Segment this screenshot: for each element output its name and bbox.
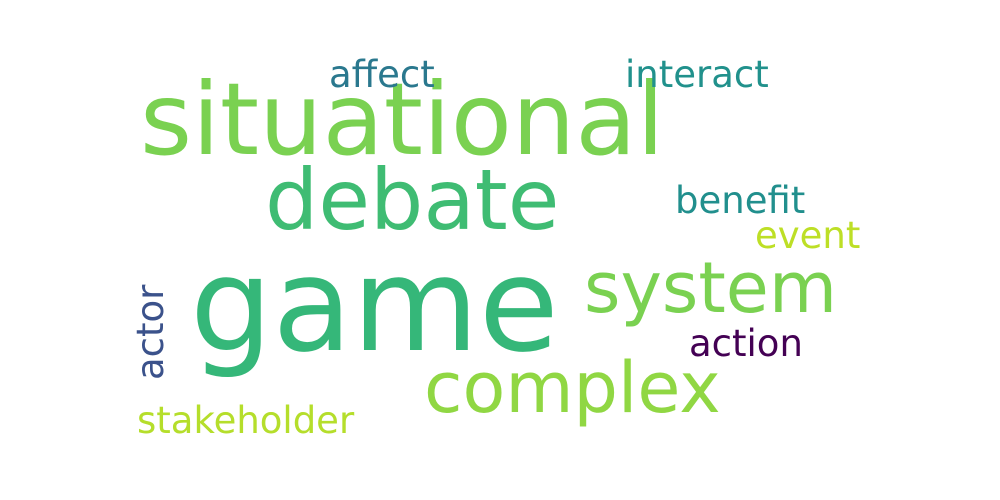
word-affect: affect xyxy=(329,53,435,96)
word-situational: situational xyxy=(140,61,665,178)
word-actor: actor xyxy=(129,284,172,380)
word-stakeholder: stakeholder xyxy=(137,399,355,442)
word-system: system xyxy=(584,247,838,329)
word-event: event xyxy=(755,214,861,257)
word-interact: interact xyxy=(625,53,769,96)
word-debate: debate xyxy=(265,151,560,249)
word-complex: complex xyxy=(424,347,721,429)
word-action: action xyxy=(689,322,803,365)
word-benefit: benefit xyxy=(675,179,806,222)
word-game: game xyxy=(190,229,559,381)
